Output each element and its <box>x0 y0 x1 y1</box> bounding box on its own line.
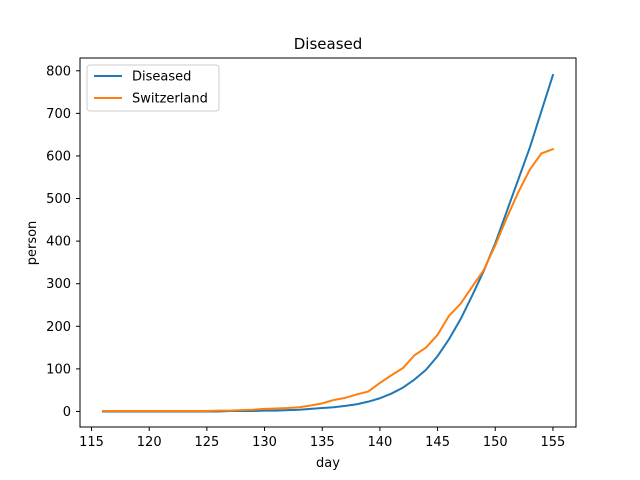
x-axis-label: day <box>316 456 340 471</box>
legend-label-diseased: Diseased <box>132 70 191 85</box>
x-tick-label: 150 <box>483 435 508 450</box>
y-axis-ticks: 0 100 200 300 400 500 600 700 800 <box>46 64 80 420</box>
plot-frame <box>79 57 577 428</box>
y-tick-label: 200 <box>46 320 71 335</box>
y-tick-label: 100 <box>46 362 71 377</box>
series-lines <box>102 73 555 413</box>
y-tick-label: 700 <box>46 107 71 122</box>
series-line-switzerland <box>102 147 555 413</box>
x-tick-label: 145 <box>425 435 450 450</box>
y-tick-label: 500 <box>46 192 71 207</box>
y-tick-label: 400 <box>46 235 71 250</box>
x-tick-label: 125 <box>194 435 219 450</box>
y-tick-label: 800 <box>46 64 71 79</box>
x-tick-label: 130 <box>252 435 277 450</box>
chart-title: Diseased <box>294 35 363 53</box>
x-tick-label: 135 <box>310 435 335 450</box>
y-tick-label: 600 <box>46 149 71 164</box>
plot-area <box>80 58 576 427</box>
x-tick-label: 155 <box>541 435 566 450</box>
x-tick-label: 120 <box>137 435 162 450</box>
x-tick-label: 140 <box>367 435 392 450</box>
y-axis-label: person <box>25 221 40 266</box>
x-axis-ticks: 115 120 125 130 135 140 145 150 155 <box>79 427 565 450</box>
legend: Diseased Switzerland <box>86 64 220 112</box>
legend-label-switzerland: Switzerland <box>132 92 208 107</box>
y-tick-label: 0 <box>63 405 71 420</box>
x-tick-label: 115 <box>79 435 104 450</box>
y-tick-label: 300 <box>46 277 71 292</box>
